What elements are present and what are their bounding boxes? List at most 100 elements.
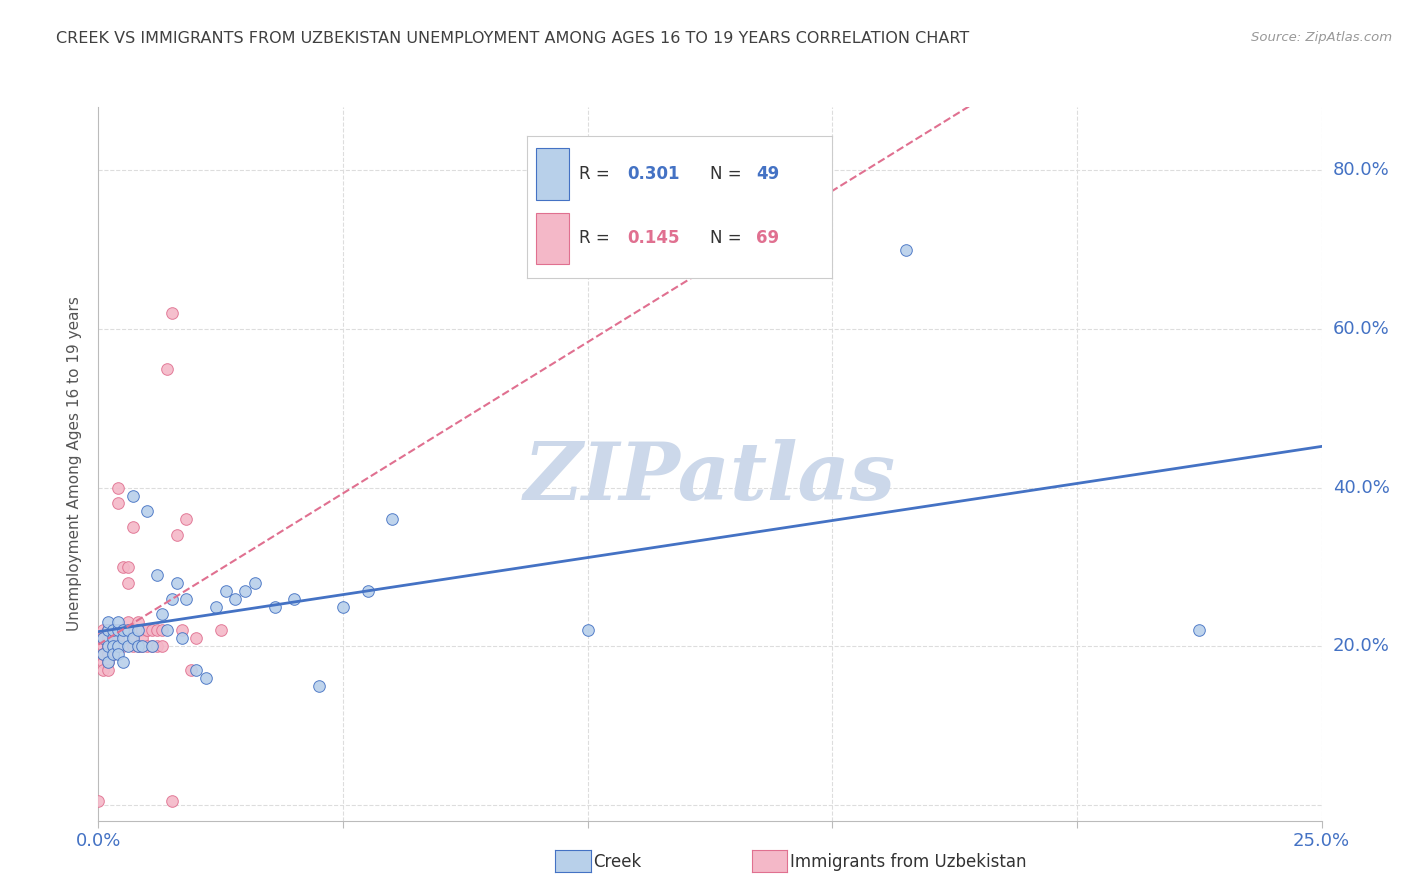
Point bbox=[111, 624, 134, 638]
Point bbox=[176, 512, 198, 526]
Point bbox=[107, 624, 129, 638]
Point bbox=[150, 639, 173, 653]
Point bbox=[91, 632, 114, 646]
Point bbox=[91, 632, 114, 646]
Point bbox=[156, 361, 179, 376]
Point bbox=[97, 663, 120, 677]
Point bbox=[308, 679, 330, 693]
Point bbox=[121, 624, 143, 638]
Point bbox=[101, 632, 124, 646]
Point bbox=[136, 504, 159, 518]
Point bbox=[87, 794, 110, 808]
Point bbox=[131, 639, 153, 653]
Point bbox=[214, 583, 236, 598]
Point bbox=[107, 624, 129, 638]
Point bbox=[576, 624, 599, 638]
Point bbox=[91, 655, 114, 669]
Point bbox=[127, 615, 149, 630]
Point bbox=[107, 632, 129, 646]
Point bbox=[91, 647, 114, 661]
Point bbox=[141, 624, 163, 638]
Point bbox=[127, 624, 149, 638]
Point bbox=[107, 496, 129, 510]
Point bbox=[111, 624, 134, 638]
Point bbox=[101, 624, 124, 638]
Point bbox=[160, 306, 183, 320]
Point bbox=[136, 624, 159, 638]
Point bbox=[91, 624, 114, 638]
Point bbox=[97, 647, 120, 661]
Point bbox=[186, 632, 208, 646]
Point bbox=[186, 663, 208, 677]
Point bbox=[91, 647, 114, 661]
Point bbox=[97, 624, 120, 638]
Point bbox=[117, 615, 139, 630]
Point bbox=[381, 512, 404, 526]
Point bbox=[894, 243, 917, 257]
Point bbox=[107, 624, 129, 638]
Text: 20.0%: 20.0% bbox=[1333, 637, 1389, 656]
Point bbox=[150, 607, 173, 622]
Point bbox=[209, 624, 232, 638]
Point bbox=[91, 663, 114, 677]
Text: CREEK VS IMMIGRANTS FROM UZBEKISTAN UNEMPLOYMENT AMONG AGES 16 TO 19 YEARS CORRE: CREEK VS IMMIGRANTS FROM UZBEKISTAN UNEM… bbox=[56, 31, 970, 46]
Point bbox=[97, 639, 120, 653]
Point bbox=[117, 624, 139, 638]
Point bbox=[131, 632, 153, 646]
Point bbox=[121, 632, 143, 646]
Point bbox=[97, 655, 120, 669]
Point bbox=[117, 560, 139, 574]
Point bbox=[121, 639, 143, 653]
Point bbox=[91, 639, 114, 653]
Point bbox=[121, 624, 143, 638]
Point bbox=[97, 655, 120, 669]
Point bbox=[101, 632, 124, 646]
Point bbox=[117, 624, 139, 638]
Point bbox=[101, 647, 124, 661]
Point bbox=[107, 639, 129, 653]
Point bbox=[101, 632, 124, 646]
Point bbox=[97, 639, 120, 653]
Point bbox=[121, 520, 143, 534]
Point bbox=[107, 639, 129, 653]
Text: Immigrants from Uzbekistan: Immigrants from Uzbekistan bbox=[790, 853, 1026, 871]
Point bbox=[146, 567, 169, 582]
Point bbox=[160, 794, 183, 808]
Point bbox=[127, 639, 149, 653]
Point bbox=[101, 624, 124, 638]
Point bbox=[356, 583, 378, 598]
Point bbox=[101, 624, 124, 638]
Point bbox=[166, 575, 188, 590]
Point bbox=[111, 632, 134, 646]
Point bbox=[101, 639, 124, 653]
Point bbox=[160, 591, 183, 606]
Point bbox=[97, 624, 120, 638]
Point bbox=[97, 624, 120, 638]
Point bbox=[146, 624, 169, 638]
Point bbox=[131, 639, 153, 653]
Point bbox=[97, 624, 120, 638]
Point bbox=[127, 624, 149, 638]
Point bbox=[117, 639, 139, 653]
Point bbox=[101, 624, 124, 638]
Point bbox=[111, 560, 134, 574]
Point bbox=[136, 639, 159, 653]
Point bbox=[180, 663, 202, 677]
Point bbox=[97, 615, 120, 630]
Text: 80.0%: 80.0% bbox=[1333, 161, 1389, 179]
Text: Source: ZipAtlas.com: Source: ZipAtlas.com bbox=[1251, 31, 1392, 45]
Point bbox=[283, 591, 305, 606]
Point bbox=[170, 632, 193, 646]
Point bbox=[101, 647, 124, 661]
Point bbox=[263, 599, 285, 614]
Point bbox=[121, 489, 143, 503]
Point bbox=[127, 639, 149, 653]
Point bbox=[233, 583, 256, 598]
Point bbox=[101, 639, 124, 653]
Point bbox=[205, 599, 228, 614]
Point bbox=[107, 647, 129, 661]
Point bbox=[1188, 624, 1211, 638]
Y-axis label: Unemployment Among Ages 16 to 19 years: Unemployment Among Ages 16 to 19 years bbox=[67, 296, 83, 632]
Point bbox=[156, 624, 179, 638]
Point bbox=[136, 624, 159, 638]
